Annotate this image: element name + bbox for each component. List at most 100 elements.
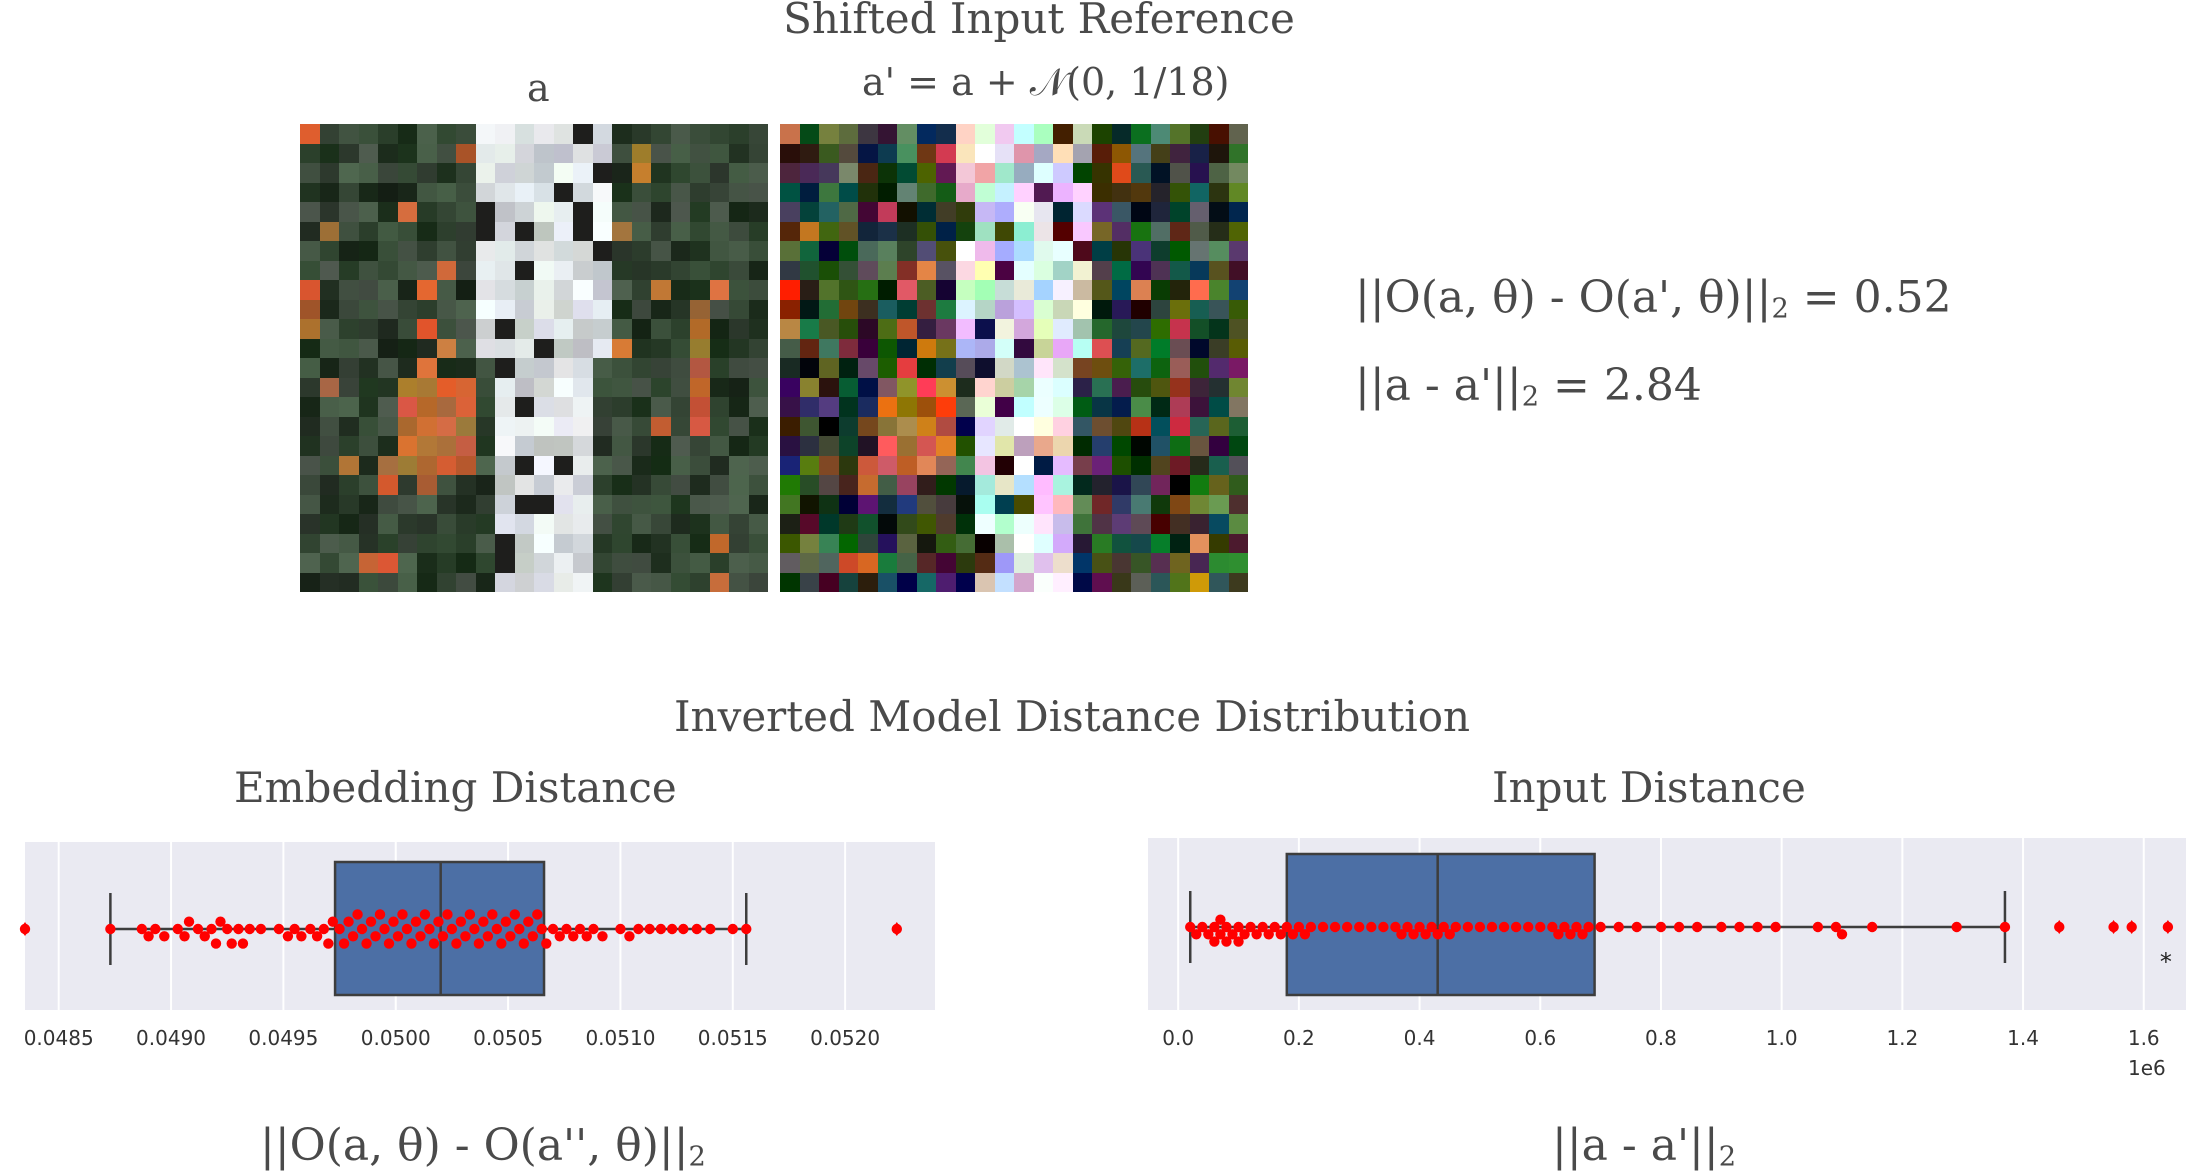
pixel-cell bbox=[475, 358, 495, 378]
data-point bbox=[305, 923, 316, 935]
pixel-cell bbox=[819, 241, 839, 261]
pixel-cell bbox=[916, 124, 936, 144]
pixel-cell bbox=[612, 260, 632, 280]
pixel-cell bbox=[1131, 572, 1151, 592]
pixel-cell bbox=[819, 475, 839, 495]
pixel-cell bbox=[1014, 299, 1034, 319]
pixel-cell bbox=[495, 241, 515, 261]
pixel-cell bbox=[955, 397, 975, 417]
pixel-cell bbox=[729, 124, 749, 144]
data-point bbox=[1233, 921, 1244, 933]
pixel-cell bbox=[1092, 358, 1112, 378]
pixel-cell bbox=[1053, 182, 1073, 202]
pixel-cell bbox=[300, 319, 320, 339]
pixel-cell bbox=[916, 299, 936, 319]
pixel-cell bbox=[456, 436, 476, 456]
pixel-cell bbox=[729, 299, 749, 319]
pixel-cell bbox=[651, 338, 671, 358]
pixel-cell bbox=[670, 299, 690, 319]
pixel-cell bbox=[592, 455, 612, 475]
pixel-cell bbox=[553, 202, 573, 222]
pixel-cell bbox=[397, 163, 417, 183]
pixel-cell bbox=[748, 397, 768, 417]
pixel-cell bbox=[936, 416, 956, 436]
pixel-cell bbox=[975, 494, 995, 514]
pixel-cell bbox=[612, 553, 632, 573]
pixel-cell bbox=[916, 143, 936, 163]
pixel-cell bbox=[877, 202, 897, 222]
pixel-cell bbox=[994, 397, 1014, 417]
pixel-cell bbox=[592, 260, 612, 280]
pixel-cell bbox=[592, 475, 612, 495]
pixel-cell bbox=[631, 280, 651, 300]
pixel-cell bbox=[592, 338, 612, 358]
pixel-cell bbox=[1033, 299, 1053, 319]
data-point bbox=[1269, 921, 1280, 933]
data-point bbox=[1444, 929, 1455, 940]
pixel-cell bbox=[358, 241, 378, 261]
data-point bbox=[1486, 921, 1498, 933]
data-point bbox=[574, 923, 586, 935]
pixel-cell bbox=[651, 202, 671, 222]
pixel-cell bbox=[534, 124, 554, 144]
pixel-cell bbox=[436, 163, 456, 183]
pixel-cell bbox=[975, 572, 995, 592]
pixel-cell bbox=[592, 241, 612, 261]
pixel-cell bbox=[475, 260, 495, 280]
pixel-cell bbox=[417, 514, 437, 534]
pixel-cell bbox=[1053, 358, 1073, 378]
pixel-cell bbox=[1033, 455, 1053, 475]
pixel-cell bbox=[1150, 241, 1170, 261]
pixel-cell bbox=[916, 553, 936, 573]
pixel-cell bbox=[819, 260, 839, 280]
pixel-cell bbox=[573, 455, 593, 475]
pixel-cell bbox=[819, 280, 839, 300]
pixel-cell bbox=[955, 436, 975, 456]
pixel-cell bbox=[838, 319, 858, 339]
pixel-cell bbox=[1014, 416, 1034, 436]
pixel-cell bbox=[553, 572, 573, 592]
pixel-cell bbox=[975, 533, 995, 553]
pixel-cell bbox=[358, 358, 378, 378]
pixel-cell bbox=[897, 319, 917, 339]
pixel-cell bbox=[358, 377, 378, 397]
pixel-cell bbox=[1053, 553, 1073, 573]
data-point bbox=[1396, 929, 1407, 940]
pixel-cell bbox=[955, 416, 975, 436]
pixel-cell bbox=[1111, 358, 1131, 378]
pixel-cell bbox=[1131, 260, 1151, 280]
pixel-cell bbox=[709, 319, 729, 339]
pixel-cell bbox=[1150, 202, 1170, 222]
pixel-cell bbox=[1092, 124, 1112, 144]
pixel-cell bbox=[1150, 377, 1170, 397]
pixel-cell bbox=[534, 397, 554, 417]
pixel-cell bbox=[936, 299, 956, 319]
pixel-cell bbox=[858, 514, 878, 534]
pixel-cell bbox=[456, 241, 476, 261]
pixel-cell bbox=[1170, 221, 1190, 241]
data-point bbox=[401, 923, 413, 935]
pixel-cell bbox=[690, 377, 710, 397]
data-point bbox=[597, 931, 608, 942]
pixel-cell bbox=[780, 358, 800, 378]
pixel-cell bbox=[1228, 299, 1248, 319]
pixel-cell bbox=[799, 455, 819, 475]
pixel-cell bbox=[417, 533, 437, 553]
pixel-cell bbox=[1170, 202, 1190, 222]
pixel-cell bbox=[1053, 514, 1073, 534]
pixel-cell bbox=[534, 553, 554, 573]
pixel-cell bbox=[1111, 182, 1131, 202]
pixel-cell bbox=[670, 221, 690, 241]
pixel-cell bbox=[339, 455, 359, 475]
data-point bbox=[388, 916, 399, 927]
pixel-cell bbox=[1033, 260, 1053, 280]
pixel-cell bbox=[1092, 260, 1112, 280]
data-point bbox=[1341, 921, 1353, 933]
pixel-cell bbox=[1150, 280, 1170, 300]
pixel-cell bbox=[897, 260, 917, 280]
data-point bbox=[370, 931, 381, 942]
pixel-cell bbox=[1228, 260, 1248, 280]
pixel-cell bbox=[553, 163, 573, 183]
pixel-cell bbox=[1170, 533, 1190, 553]
pixel-cell bbox=[300, 124, 320, 144]
